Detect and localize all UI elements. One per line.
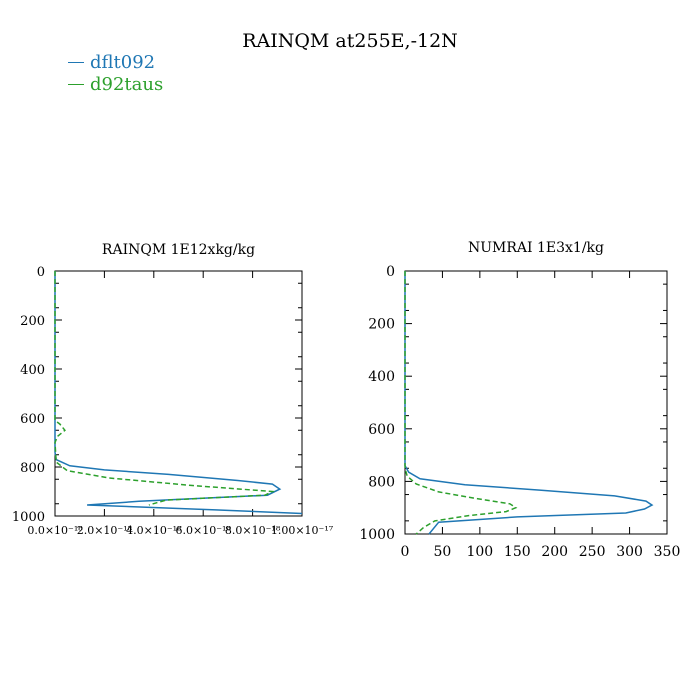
x-tick-label: 50 [434,544,452,560]
legend-label-dflt092: dflt092 [90,52,156,73]
plot-frame [54,270,303,517]
y-tick-label: 200 [20,314,45,329]
legend-label-d92taus: d92taus [90,74,164,95]
x-tick-label: 300 [616,544,643,560]
x-tick-label: 200 [541,544,568,560]
y-tick-label: 800 [368,474,395,490]
x-tick-label: 4.0×10⁻¹⁸ [126,524,182,537]
y-tick-label: 1000 [359,527,395,543]
figure-title: RAINQM at255E,-12N [242,30,458,52]
series-line-d92taus [54,271,276,506]
y-tick-label: 0 [386,264,395,280]
x-tick-label: 6.0×10⁻¹⁸ [176,524,232,537]
x-tick-label: 250 [579,544,606,560]
legend-swatch-d92taus [68,84,84,85]
series-line-dflt092 [54,271,303,515]
y-tick-label: 800 [20,461,45,476]
x-tick-label: 8.0×10⁻¹⁸ [225,524,281,537]
legend-item-dflt092: dflt092 [68,52,155,73]
x-tick-label: 1.00×10⁻¹⁷ [271,524,334,537]
series-line-dflt092 [404,271,654,535]
y-tick-label: 1000 [12,510,45,525]
series-line-d92taus [404,271,518,535]
chart-title: NUMRAI 1E3x1/kg [468,240,604,256]
chart-panel-2: NUMRAI 1E3x1/kg 0 200 400 600 800 1000 0 50 100 15… [359,240,680,560]
y-tick-label: 400 [20,363,45,378]
x-tick-label: 0.0×10⁻¹⁸ [27,524,83,537]
y-tick-label: 600 [20,412,45,427]
plot-frame [404,270,668,535]
x-tick-label: 100 [466,544,493,560]
x-tick-label: 0 [401,544,410,560]
y-tick-label: 400 [368,369,395,385]
x-tick-label: 150 [504,544,531,560]
x-tick-label: 2.0×10⁻¹⁸ [77,524,133,537]
y-tick-label: 600 [368,422,395,438]
legend-item-d92taus: d92taus [68,74,163,95]
y-tick-label: 0 [37,265,45,280]
y-tick-label: 200 [368,317,395,333]
chart-panel-1: RAINQM 1E12xkg/kg 0 200 400 600 800 10000.0×10… [12,242,334,537]
chart-title: RAINQM 1E12xkg/kg [102,242,255,258]
x-tick-label: 350 [654,544,681,560]
legend-swatch-dflt092 [68,62,84,63]
